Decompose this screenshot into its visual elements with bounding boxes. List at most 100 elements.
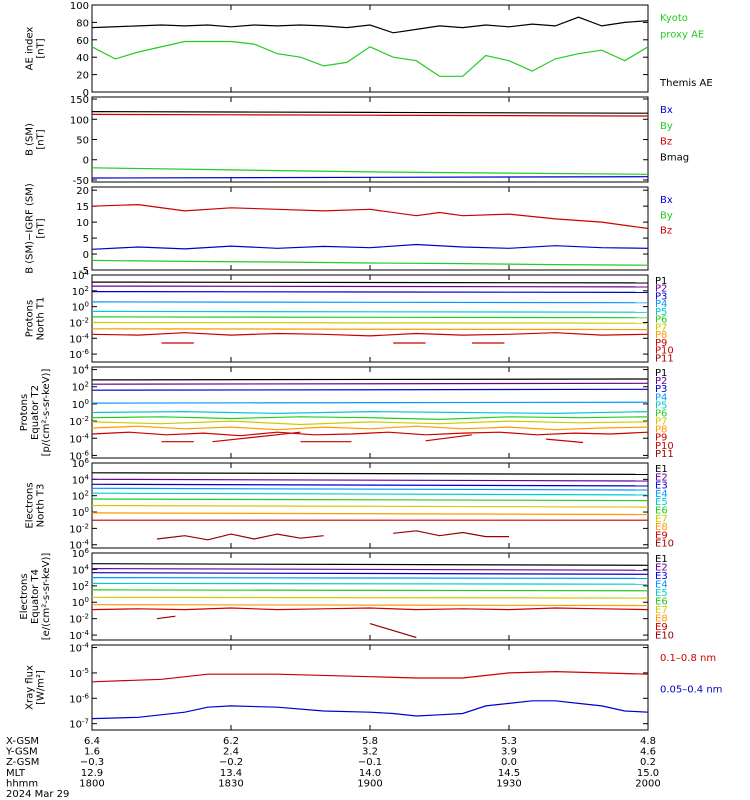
channel-label: E8 <box>655 614 668 625</box>
ephemeris-value: −0.1 <box>358 757 382 768</box>
y-tick-label: 10-5 <box>69 667 89 680</box>
y-tick-label: 10-7 <box>69 718 89 731</box>
y-tick-label: 10-2 <box>69 415 89 428</box>
channel-label: E3 <box>655 571 668 582</box>
ephemeris-value: 2.4 <box>223 747 239 758</box>
chart-panel-6: 106 104 102 100 10-2 10-4 Electrons North T3 <box>25 457 649 552</box>
channel-label: P1 <box>655 276 667 287</box>
y-tick-label: 102 <box>72 580 89 593</box>
ephemeris-value: −0.3 <box>80 757 104 768</box>
ephemeris-value: 1.6 <box>84 747 100 758</box>
ephemeris-value: 6.2 <box>223 736 239 747</box>
ephemeris-value: 2000 <box>635 778 660 789</box>
legend-entry: Bz <box>660 137 672 148</box>
series-line <box>91 563 649 566</box>
y-tick-label: 106 <box>72 547 90 560</box>
series-line <box>91 492 649 496</box>
series-line <box>91 332 649 337</box>
legend-entry: Themis AE <box>659 78 713 89</box>
y-axis-label: Xray flux <box>25 665 36 710</box>
series-line <box>91 487 649 491</box>
panel-frame <box>91 552 649 641</box>
series-line <box>91 576 649 580</box>
series-line <box>91 378 649 381</box>
channel-label: P2 <box>655 284 667 295</box>
series-line <box>91 301 649 304</box>
y-axis-label: Electrons <box>19 573 30 619</box>
y-tick-label: 20 <box>76 186 89 197</box>
y-tick-label: 102 <box>72 381 89 394</box>
panel-frame <box>91 186 649 271</box>
series-line <box>91 582 649 585</box>
ephemeris-row-label: X-GSM <box>6 736 39 747</box>
y-tick-label: 106 <box>72 457 90 470</box>
series-line <box>156 615 176 620</box>
channel-label: P7 <box>655 322 667 333</box>
series-line <box>369 623 417 639</box>
y-tick-label: 104 <box>72 269 90 282</box>
series-line <box>91 416 649 421</box>
series-line <box>91 401 649 404</box>
y-tick-label: 100 <box>70 1 89 12</box>
y-tick-label: 10 <box>76 218 89 229</box>
ephemeris-value: 1800 <box>79 778 104 789</box>
channel-label: P9 <box>655 433 667 444</box>
y-axis-label: [nT] <box>36 129 47 149</box>
y-tick-label: 60 <box>76 36 89 47</box>
series-line <box>91 316 649 319</box>
ephemeris-value: 4.6 <box>640 747 656 758</box>
series-line <box>91 16 649 34</box>
y-axis-label: Electrons <box>25 482 36 528</box>
ephemeris-value: 14.5 <box>498 768 520 779</box>
channel-label: E5 <box>655 588 668 599</box>
ephemeris-value: 15.0 <box>637 768 659 779</box>
channel-label: E4 <box>655 580 668 591</box>
channel-label: E6 <box>655 597 668 608</box>
series-line <box>91 40 649 77</box>
ephemeris-value: 5.8 <box>362 736 378 747</box>
channel-label: P5 <box>655 307 667 318</box>
legend-entry: Bx <box>660 195 673 206</box>
channel-label: E6 <box>655 506 668 517</box>
y-tick-label: 104 <box>72 473 90 486</box>
series-line <box>91 291 649 293</box>
y-axis-label: B (SM)−IGRF (SM) <box>25 183 36 274</box>
chart-panel-1: 0 20 40 60 80 100 AE index [nT] Kyoto proxy AE The… <box>25 1 713 99</box>
ephemeris-row-label: hhmm <box>6 778 38 789</box>
y-tick-label: 104 <box>72 364 90 377</box>
panel-frame <box>91 274 649 363</box>
channel-label: E10 <box>655 631 674 642</box>
channel-label: E4 <box>655 489 668 500</box>
y-tick-label: 150 <box>70 95 89 106</box>
y-tick-label: 100 <box>72 506 89 519</box>
series-line <box>91 596 649 599</box>
series-line <box>91 512 649 516</box>
legend-entry: By <box>660 121 673 132</box>
series-line <box>91 478 649 482</box>
legend-entry: Bz <box>660 226 672 237</box>
series-line <box>91 572 649 575</box>
y-tick-label: 0 <box>83 88 89 99</box>
ephemeris-value: 1930 <box>496 778 521 789</box>
legend-entry: proxy AE <box>660 29 704 40</box>
ephemeris-value: 6.4 <box>84 736 100 747</box>
channel-label: P2 <box>655 376 667 387</box>
channel-label: P8 <box>655 330 667 341</box>
channel-label: E9 <box>655 530 668 541</box>
channel-label: P11 <box>655 353 674 364</box>
y-axis-label: Protons <box>25 300 36 337</box>
series-line <box>91 259 649 266</box>
series-line <box>91 431 649 437</box>
y-axis-label: North T3 <box>36 484 47 528</box>
series-line <box>91 176 649 179</box>
y-tick-label: 10-2 <box>69 522 89 535</box>
channel-label: P4 <box>655 392 667 403</box>
chart-panel-7: 106 104 102 100 10-2 10-4 Electrons Equator T4[… <box>19 547 649 642</box>
y-tick-label: 40 <box>76 53 89 64</box>
series-line <box>91 167 649 175</box>
series-line <box>91 111 649 114</box>
series-line <box>393 530 509 538</box>
ephemeris-value: 3.9 <box>501 747 517 758</box>
legend-entry: 0.1–0.8 nm <box>660 653 716 664</box>
